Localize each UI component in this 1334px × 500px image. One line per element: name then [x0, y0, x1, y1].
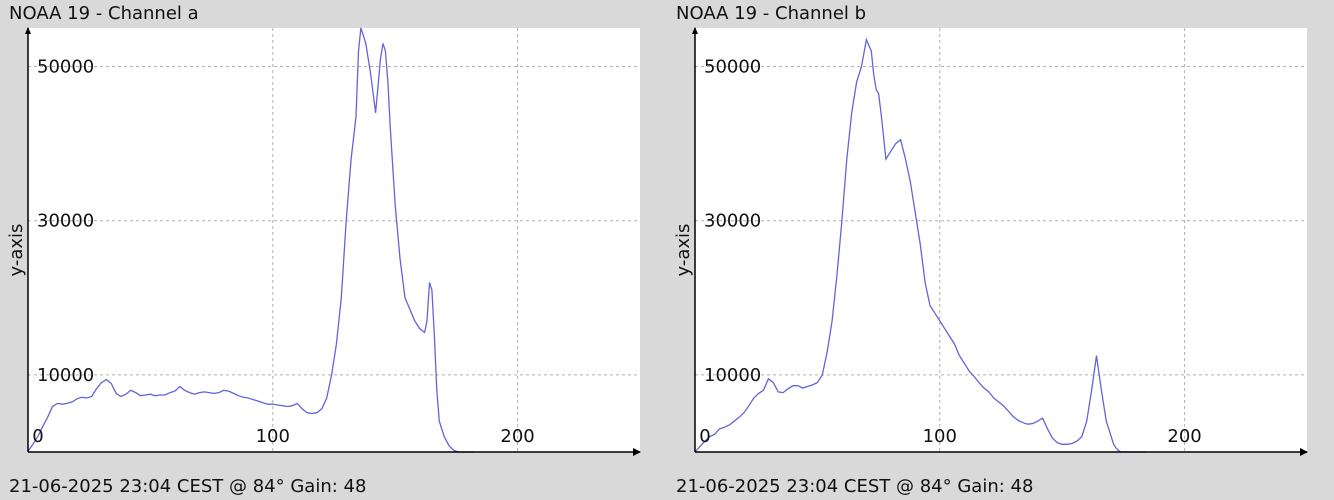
y-axis-label: y-axis — [6, 224, 27, 277]
chart-title: NOAA 19 - Channel a — [9, 3, 199, 24]
chart-panel-a: NOAA 19 - Channel a 0 100 200 10000 30000 500… — [6, 3, 641, 497]
y-axis-arrow — [692, 27, 698, 34]
y-tick-label: 10000 — [704, 365, 761, 386]
y-tick-label: 30000 — [37, 211, 94, 232]
x-tick-label: 100 — [256, 426, 290, 447]
chart-panel-b: NOAA 19 - Channel b 0 100 200 10000 30000 500… — [667, 0, 1334, 500]
y-axis-label: y-axis — [673, 224, 694, 277]
y-axis-arrow — [25, 27, 31, 34]
chart-footer: 21-06-2025 23:04 CEST @ 84° Gain: 48 — [676, 476, 1034, 497]
chart-title: NOAA 19 - Channel b — [676, 3, 867, 24]
plot-area — [28, 28, 640, 452]
y-tick-label: 10000 — [37, 365, 94, 386]
x-tick-label: 200 — [1167, 426, 1201, 447]
chart-plot-b: 0 100 200 10000 30000 50000 y-axis — [673, 27, 1308, 456]
y-tick-label: 50000 — [37, 57, 94, 78]
chart-plot-a: 0 100 200 10000 30000 50000 y-axis — [6, 27, 641, 456]
x-tick-label: 0 — [699, 426, 710, 447]
chart-footer: 21-06-2025 23:04 CEST @ 84° Gain: 48 — [9, 476, 367, 497]
x-axis-arrow — [1300, 448, 1308, 456]
series-line — [694, 37, 1146, 453]
x-tick-label: 0 — [32, 426, 43, 447]
x-tick-label: 200 — [500, 426, 534, 447]
series-line — [27, 27, 474, 453]
x-tick-label: 100 — [923, 426, 957, 447]
plot-area — [695, 28, 1307, 452]
x-axis-arrow — [633, 448, 641, 456]
y-tick-label: 50000 — [704, 57, 761, 78]
y-tick-label: 30000 — [704, 211, 761, 232]
